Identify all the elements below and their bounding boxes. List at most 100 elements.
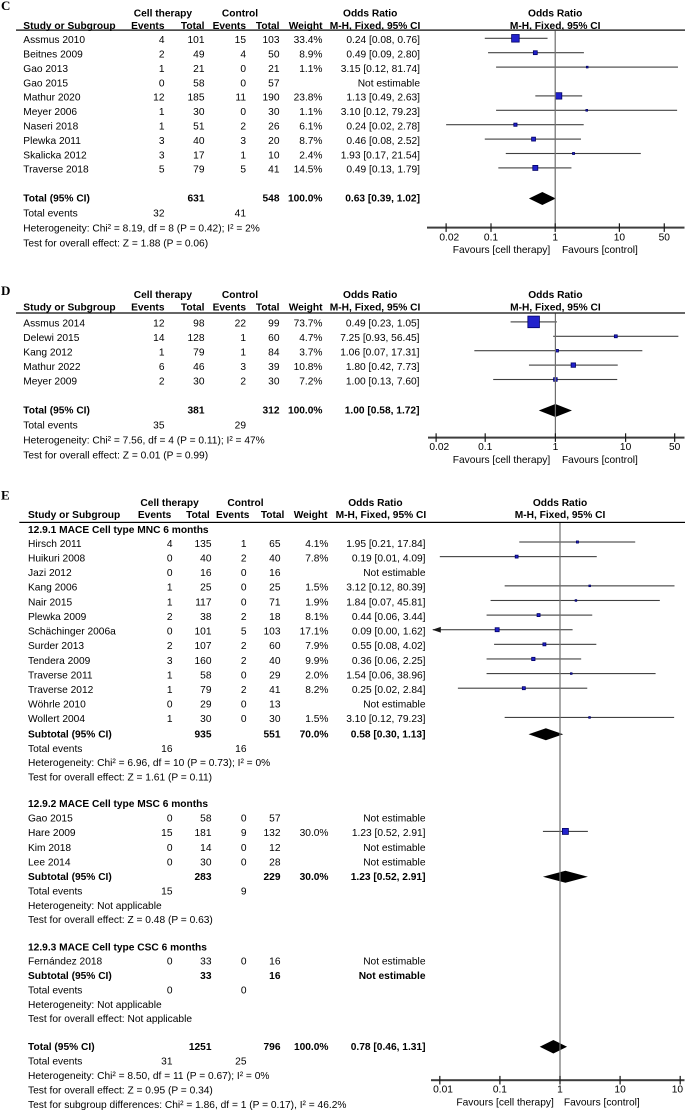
svg-text:8.1%: 8.1% xyxy=(305,612,328,623)
svg-text:70.0%: 70.0% xyxy=(300,729,329,740)
svg-text:Huikuri 2008: Huikuri 2008 xyxy=(28,553,86,564)
svg-text:29: 29 xyxy=(269,670,281,681)
svg-text:Events: Events xyxy=(131,302,165,313)
svg-text:0: 0 xyxy=(241,858,247,869)
svg-text:29: 29 xyxy=(235,421,247,432)
svg-text:Traverse 2018: Traverse 2018 xyxy=(23,165,89,176)
svg-text:25: 25 xyxy=(269,583,281,594)
svg-text:Delewi 2015: Delewi 2015 xyxy=(23,333,79,344)
svg-text:Kang 2006: Kang 2006 xyxy=(28,583,78,594)
svg-text:Favours [cell therapy]: Favours [cell therapy] xyxy=(453,245,551,256)
svg-text:14.5%: 14.5% xyxy=(294,165,323,176)
svg-text:1.80 [0.42, 7.73]: 1.80 [0.42, 7.73] xyxy=(346,362,420,373)
svg-text:0.78 [0.46, 1.31]: 0.78 [0.46, 1.31] xyxy=(351,1042,426,1053)
svg-text:Total: Total xyxy=(256,21,280,32)
svg-text:C: C xyxy=(1,0,10,13)
svg-text:0.09 [0.00, 1.62]: 0.09 [0.00, 1.62] xyxy=(352,627,426,638)
svg-text:Hare 2009: Hare 2009 xyxy=(28,828,76,839)
svg-text:128: 128 xyxy=(188,333,205,344)
svg-text:Events: Events xyxy=(131,21,165,32)
svg-text:7.25 [0.93, 56.45]: 7.25 [0.93, 56.45] xyxy=(340,333,419,344)
svg-text:Total events: Total events xyxy=(28,886,82,897)
svg-text:30: 30 xyxy=(268,376,280,387)
svg-text:0: 0 xyxy=(167,843,173,854)
svg-text:15: 15 xyxy=(235,35,247,46)
svg-text:0.24 [0.02, 2.78]: 0.24 [0.02, 2.78] xyxy=(346,122,420,133)
svg-text:Heterogeneity: Chi² = 6.96, df: Heterogeneity: Chi² = 6.96, df = 10 (P =… xyxy=(28,758,270,769)
svg-text:0: 0 xyxy=(167,553,173,564)
svg-text:132: 132 xyxy=(264,828,281,839)
svg-text:25: 25 xyxy=(200,583,212,594)
svg-text:0.19 [0.01, 4.09]: 0.19 [0.01, 4.09] xyxy=(352,553,426,564)
svg-text:Weight: Weight xyxy=(289,302,323,313)
svg-text:Study or Subgroup: Study or Subgroup xyxy=(23,21,115,32)
svg-text:1: 1 xyxy=(167,714,173,725)
svg-text:1.95 [0.21, 17.84]: 1.95 [0.21, 17.84] xyxy=(346,539,425,550)
svg-text:Test for overall effect: Z = 1: Test for overall effect: Z = 1.61 (P = 0… xyxy=(28,773,212,784)
svg-text:2: 2 xyxy=(240,122,246,133)
svg-text:Total (95% CI): Total (95% CI) xyxy=(23,406,90,417)
svg-text:12.9.1 MACE Cell type MNC 6 mo: 12.9.1 MACE Cell type MNC 6 months xyxy=(28,525,209,536)
svg-text:0.1: 0.1 xyxy=(484,233,498,244)
svg-text:0.44 [0.06, 3.44]: 0.44 [0.06, 3.44] xyxy=(352,612,426,623)
svg-text:1.00 [0.58, 1.72]: 1.00 [0.58, 1.72] xyxy=(345,406,420,417)
svg-text:79: 79 xyxy=(193,165,205,176)
svg-text:10.8%: 10.8% xyxy=(294,362,323,373)
svg-text:35: 35 xyxy=(153,421,165,432)
svg-text:Total events: Total events xyxy=(28,985,82,996)
svg-text:0: 0 xyxy=(167,985,173,996)
svg-text:3.10 [0.12, 79.23]: 3.10 [0.12, 79.23] xyxy=(346,714,425,725)
svg-text:283: 283 xyxy=(195,872,212,883)
svg-text:1.13 [0.49, 2.63]: 1.13 [0.49, 2.63] xyxy=(346,93,420,104)
svg-text:41: 41 xyxy=(268,165,280,176)
svg-text:51: 51 xyxy=(193,122,205,133)
svg-text:Control: Control xyxy=(222,9,258,20)
svg-text:Cell therapy: Cell therapy xyxy=(134,290,193,301)
svg-text:190: 190 xyxy=(263,93,280,104)
svg-text:Not estimable: Not estimable xyxy=(363,700,426,711)
svg-text:1: 1 xyxy=(159,348,165,359)
svg-text:0: 0 xyxy=(241,583,247,594)
svg-text:Surder 2013: Surder 2013 xyxy=(28,641,84,652)
svg-text:2.4%: 2.4% xyxy=(299,150,322,161)
svg-text:Odds Ratio: Odds Ratio xyxy=(348,498,402,509)
svg-text:1: 1 xyxy=(241,539,247,550)
svg-text:58: 58 xyxy=(200,814,212,825)
svg-text:0: 0 xyxy=(159,78,165,89)
svg-text:185: 185 xyxy=(188,93,205,104)
svg-text:65: 65 xyxy=(269,539,281,550)
svg-text:Total: Total xyxy=(186,510,210,521)
svg-text:Hirsch 2011: Hirsch 2011 xyxy=(28,539,82,550)
svg-text:Traverse 2012: Traverse 2012 xyxy=(28,685,94,696)
svg-text:12.9.3 MACE Cell type CSC 6 mo: 12.9.3 MACE Cell type CSC 6 months xyxy=(28,943,207,954)
svg-text:D: D xyxy=(1,283,10,298)
svg-text:631: 631 xyxy=(188,194,205,205)
svg-text:30: 30 xyxy=(269,714,281,725)
svg-text:Cell therapy: Cell therapy xyxy=(140,498,199,509)
svg-text:548: 548 xyxy=(263,194,280,205)
svg-text:33.4%: 33.4% xyxy=(294,35,323,46)
svg-text:22: 22 xyxy=(235,319,247,330)
svg-text:0: 0 xyxy=(241,814,247,825)
svg-text:Favours [cell therapy]: Favours [cell therapy] xyxy=(453,455,551,466)
svg-text:2: 2 xyxy=(167,641,173,652)
svg-text:0.1: 0.1 xyxy=(493,1084,507,1095)
svg-text:16: 16 xyxy=(269,568,281,579)
svg-text:Mathur 2022: Mathur 2022 xyxy=(23,362,81,373)
svg-text:Kim 2018: Kim 2018 xyxy=(28,843,71,854)
svg-text:1: 1 xyxy=(557,1084,563,1095)
svg-text:23.8%: 23.8% xyxy=(294,93,323,104)
svg-text:50: 50 xyxy=(659,233,671,244)
svg-text:Study or Subgroup: Study or Subgroup xyxy=(23,302,115,313)
svg-text:12: 12 xyxy=(153,319,165,330)
svg-text:16: 16 xyxy=(161,744,173,755)
svg-text:Total (95% CI): Total (95% CI) xyxy=(23,194,90,205)
svg-text:381: 381 xyxy=(188,406,205,417)
svg-text:0.49 [0.13, 1.79]: 0.49 [0.13, 1.79] xyxy=(346,165,420,176)
svg-text:4.7%: 4.7% xyxy=(299,333,322,344)
svg-text:Not estimable: Not estimable xyxy=(363,858,426,869)
svg-text:15: 15 xyxy=(161,886,173,897)
svg-text:30.0%: 30.0% xyxy=(300,828,329,839)
svg-text:135: 135 xyxy=(195,539,212,550)
svg-text:0: 0 xyxy=(167,814,173,825)
